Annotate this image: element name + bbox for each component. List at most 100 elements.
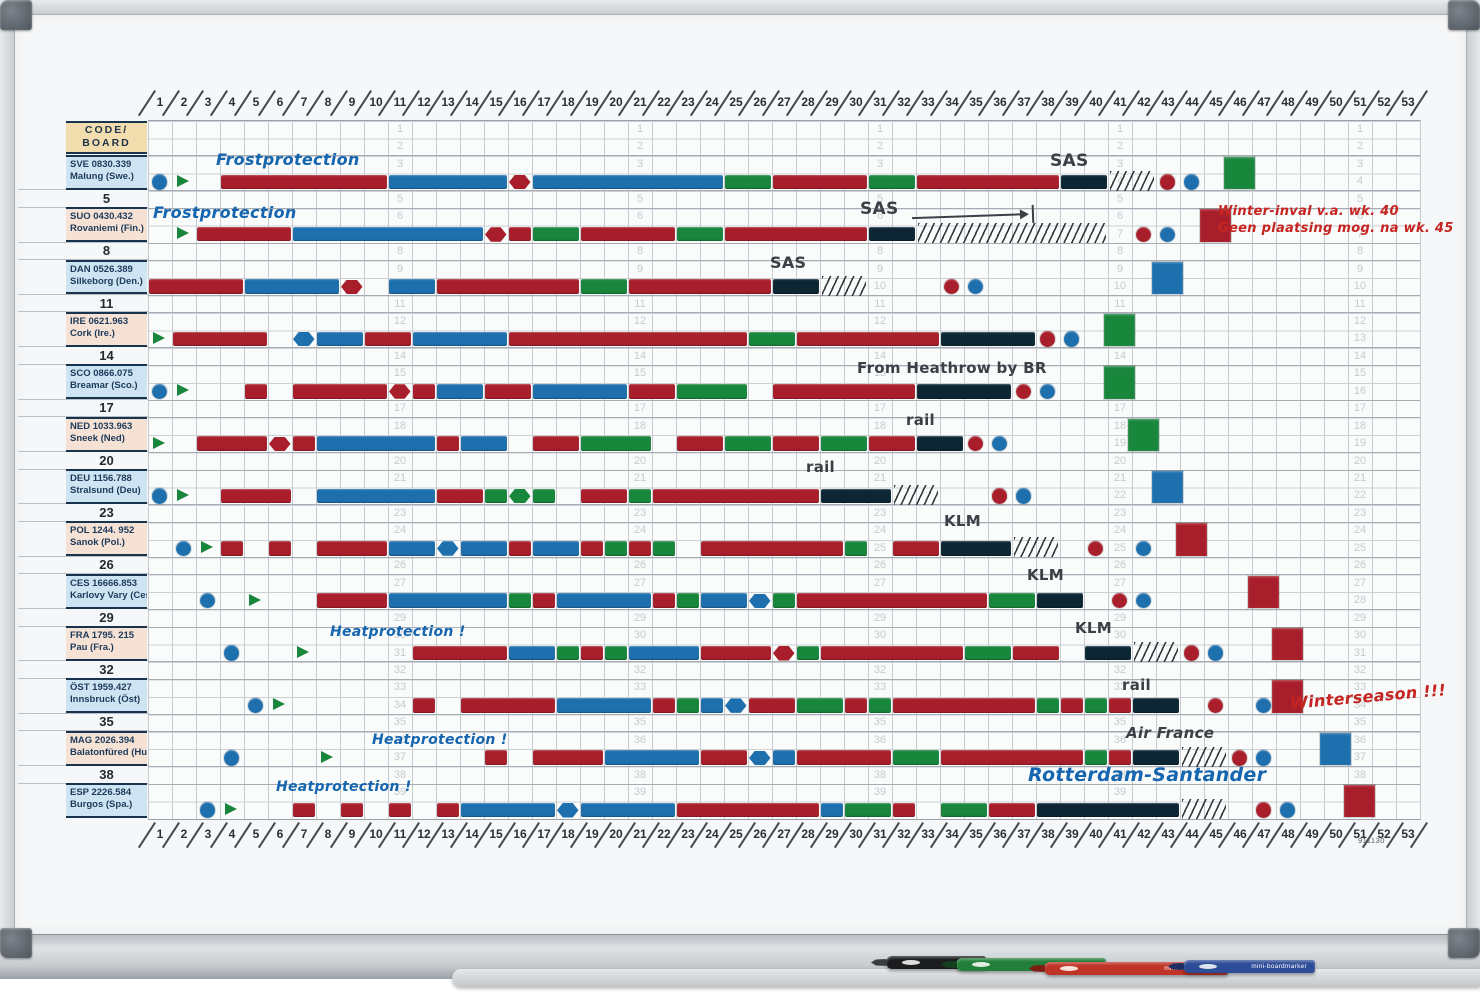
- corner-cap-top-right-icon: [1448, 0, 1480, 30]
- magnet-triangle-green: [273, 698, 285, 711]
- magnet-strip-blue: [412, 331, 507, 347]
- grid-row-number: 5: [1116, 192, 1124, 205]
- week-number: 52: [1377, 827, 1391, 841]
- magnet-strip-green: [868, 174, 915, 190]
- magnet-triangle-green: [225, 803, 237, 816]
- grid-row-number: 36: [633, 733, 647, 746]
- grid-row-number: 26: [1353, 559, 1367, 572]
- magnet-strip-navy: [940, 331, 1035, 347]
- magnet-strip-red: [796, 593, 987, 608]
- band-line: [148, 417, 1420, 419]
- magnet-strip-blue: [700, 593, 747, 608]
- magnet-strip-navy: [1084, 645, 1131, 661]
- magnet-strip-green: [772, 593, 795, 608]
- magnet-strip-blue: [700, 698, 723, 713]
- magnet-circle-red: [1159, 174, 1175, 190]
- week-number: 2: [180, 95, 188, 109]
- magnet-strip-blue: [388, 279, 435, 294]
- grid-row-number: 1: [1356, 123, 1364, 135]
- magnet-triangle-green: [201, 541, 213, 554]
- grid-row-number: 12: [873, 314, 887, 327]
- grid-row-number: 17: [1353, 402, 1367, 415]
- magnet-strip-blue: [532, 383, 627, 399]
- week-number: 50: [1329, 827, 1343, 841]
- band-line: [18, 555, 148, 557]
- magnet-strip-green: [892, 750, 939, 765]
- magnet-circle-red: [943, 278, 959, 295]
- week-number: 46: [1233, 827, 1247, 841]
- row-place: Burgos (Spa.): [70, 799, 133, 811]
- band-line: [148, 609, 1420, 611]
- grid-row-number: 38: [393, 768, 407, 781]
- pen-logo-icon: [972, 962, 990, 967]
- pen-logo-icon: [902, 960, 920, 965]
- band-line: [148, 295, 1420, 296]
- grid-row-number: 9: [876, 262, 884, 275]
- grid-row-number: 5: [1356, 192, 1364, 205]
- magnet-strip-red: [148, 279, 243, 294]
- magnet-strip-green: [796, 698, 843, 713]
- magnet-hexagon-blue: [749, 593, 771, 609]
- magnet-circle-red: [1183, 645, 1199, 661]
- magnet-strip-red: [340, 802, 363, 818]
- row-place: Cork (Ire.): [70, 327, 115, 339]
- week-number: 29: [825, 95, 839, 109]
- grid-row-number: 25: [1353, 541, 1367, 554]
- magnet-strip-red: [580, 541, 603, 556]
- magnet-strip-red: [628, 541, 651, 556]
- divider-number: 35: [99, 714, 114, 730]
- band-line: [148, 155, 1420, 157]
- week-number: 36: [993, 95, 1007, 109]
- week-number: 33: [921, 827, 935, 841]
- magnet-strip-red: [628, 279, 771, 294]
- week-number: 42: [1137, 827, 1151, 841]
- magnet-strip-red: [436, 802, 459, 818]
- week-number: 6: [276, 95, 284, 109]
- row-code: IRE 0621.963: [70, 315, 129, 327]
- row-code: SUO 0430.432: [70, 211, 133, 223]
- band-line: [148, 766, 1420, 768]
- label-column: SVE 0830.339 Malung (Swe.) 5 SUO 0430.432 Ro…: [14, 120, 148, 818]
- corner-cap-top-left-icon: [0, 0, 32, 30]
- magnet-triangle-green: [249, 593, 261, 606]
- grid-row-number: 9: [1356, 262, 1364, 275]
- magnet-strip-blue: [772, 750, 795, 765]
- grid-row-number: 17: [393, 402, 407, 415]
- grid-row-number: 15: [873, 367, 887, 380]
- week-number: 14: [465, 827, 479, 841]
- grid-row-number: 14: [1353, 349, 1367, 362]
- grid-row-number: 10: [1353, 280, 1367, 293]
- magnet-square-red: [1272, 680, 1303, 713]
- pen-label: mini-boardmarker: [1251, 963, 1307, 970]
- magnet-hexagon-blue: [749, 750, 771, 766]
- band-line: [148, 556, 1420, 558]
- band-line: [148, 678, 1420, 680]
- grid-row-number: 1: [1116, 123, 1124, 135]
- row-label-sticker: NED 1033.963 Sneek (Ned): [66, 416, 147, 452]
- band-line: [18, 398, 148, 400]
- hatch-marks: [1182, 746, 1226, 767]
- magnet-strip-red: [772, 383, 915, 399]
- grid-row-number: 35: [1353, 716, 1367, 729]
- grid-row-number: 14: [1113, 349, 1127, 362]
- hatch-marks: [894, 484, 938, 505]
- magnet-strip-green: [1036, 698, 1059, 713]
- week-number: 28: [801, 827, 815, 841]
- magnet-strip-blue: [316, 436, 435, 451]
- week-number: 37: [1017, 95, 1031, 109]
- grid-row-number: 8: [1356, 245, 1364, 258]
- grid-row-number: 2: [1116, 140, 1124, 153]
- magnet-strip-red: [892, 698, 1035, 713]
- week-number: 15: [489, 827, 503, 841]
- grid-row-number: 32: [1353, 663, 1367, 676]
- band-line: [18, 294, 148, 295]
- magnet-strip-red: [892, 541, 939, 556]
- magnet-strip-blue: [460, 436, 507, 451]
- grid-row-number: 9: [1116, 262, 1124, 275]
- magnet-strip-red: [532, 750, 603, 765]
- planner-grid: 1234567891011121314151617181920212223242…: [148, 120, 1421, 820]
- week-number: 30: [849, 827, 863, 841]
- hatch-marks: [1110, 170, 1154, 191]
- week-number: 11: [393, 95, 407, 109]
